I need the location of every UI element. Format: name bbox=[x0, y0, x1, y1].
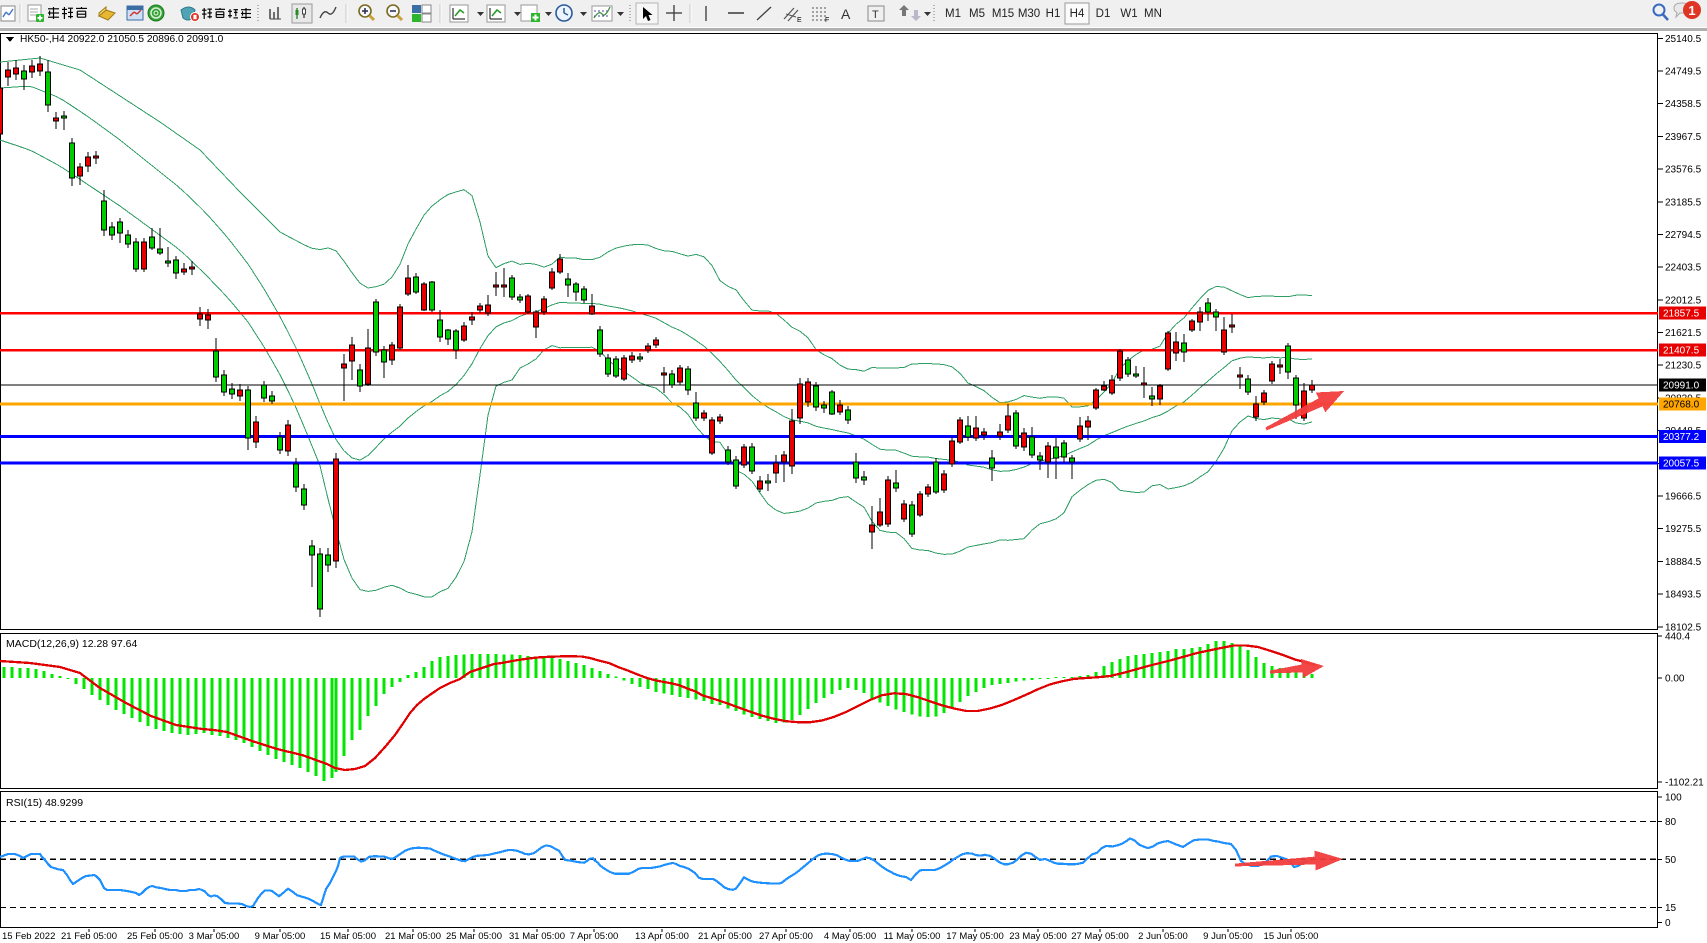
svg-text:15 Feb 2022: 15 Feb 2022 bbox=[2, 931, 55, 942]
svg-text:80: 80 bbox=[1665, 817, 1677, 828]
svg-text:3 Mar 05:00: 3 Mar 05:00 bbox=[189, 931, 240, 942]
svg-text:20768.0: 20768.0 bbox=[1663, 400, 1700, 411]
svg-text:27 May 05:00: 27 May 05:00 bbox=[1071, 931, 1129, 942]
svg-text:20991.0: 20991.0 bbox=[1663, 381, 1700, 392]
svg-text:21 Feb 05:00: 21 Feb 05:00 bbox=[61, 931, 117, 942]
svg-text:15 Mar 05:00: 15 Mar 05:00 bbox=[320, 931, 376, 942]
svg-text:24749.5: 24749.5 bbox=[1665, 66, 1702, 77]
svg-text:31 Mar 05:00: 31 Mar 05:00 bbox=[509, 931, 565, 942]
svg-text:HK50-,H4 20922.0 21050.5 2089: HK50-,H4 20922.0 21050.5 20896.0 20991.0 bbox=[20, 34, 224, 45]
svg-text:15 Jun 05:00: 15 Jun 05:00 bbox=[1264, 931, 1319, 942]
svg-text:1: 1 bbox=[1688, 3, 1695, 18]
svg-text:M5: M5 bbox=[969, 8, 985, 20]
svg-text:M30: M30 bbox=[1018, 8, 1040, 20]
svg-text:100: 100 bbox=[1665, 793, 1682, 804]
svg-text:MACD(12,26,9) 12.28 97.64: MACD(12,26,9) 12.28 97.64 bbox=[6, 638, 137, 650]
svg-text:W1: W1 bbox=[1120, 8, 1137, 20]
svg-text:18884.5: 18884.5 bbox=[1665, 557, 1702, 568]
svg-text:23576.5: 23576.5 bbox=[1665, 165, 1702, 176]
svg-text:19666.5: 19666.5 bbox=[1665, 491, 1702, 502]
svg-text:F: F bbox=[825, 17, 829, 24]
svg-text:22012.5: 22012.5 bbox=[1665, 295, 1702, 306]
svg-text:19275.5: 19275.5 bbox=[1665, 524, 1702, 535]
svg-text:25 Mar 05:00: 25 Mar 05:00 bbox=[446, 931, 502, 942]
svg-text:21407.5: 21407.5 bbox=[1663, 346, 1700, 357]
svg-text:25140.5: 25140.5 bbox=[1665, 34, 1702, 45]
svg-text:H4: H4 bbox=[1070, 8, 1085, 20]
svg-text:9 Mar 05:00: 9 Mar 05:00 bbox=[255, 931, 306, 942]
svg-text:24358.5: 24358.5 bbox=[1665, 99, 1702, 110]
svg-text:-1102.21: -1102.21 bbox=[1665, 778, 1704, 789]
svg-text:22403.5: 22403.5 bbox=[1665, 263, 1702, 274]
svg-text:23 May 05:00: 23 May 05:00 bbox=[1009, 931, 1067, 942]
svg-text:50: 50 bbox=[1665, 855, 1677, 866]
svg-text:23185.5: 23185.5 bbox=[1665, 197, 1702, 208]
svg-text:18493.5: 18493.5 bbox=[1665, 590, 1702, 601]
svg-text:21 Mar 05:00: 21 Mar 05:00 bbox=[385, 931, 441, 942]
svg-text:T: T bbox=[872, 9, 879, 21]
svg-text:MN: MN bbox=[1144, 8, 1162, 20]
svg-text:H1: H1 bbox=[1046, 8, 1061, 20]
svg-text:21230.5: 21230.5 bbox=[1665, 361, 1702, 372]
svg-text:4 May 05:00: 4 May 05:00 bbox=[824, 931, 876, 942]
svg-text:440.4: 440.4 bbox=[1665, 632, 1690, 643]
svg-text:18102.5: 18102.5 bbox=[1665, 622, 1702, 633]
svg-text:A: A bbox=[841, 6, 851, 22]
svg-text:7 Apr 05:00: 7 Apr 05:00 bbox=[570, 931, 619, 942]
svg-text:17 May 05:00: 17 May 05:00 bbox=[946, 931, 1004, 942]
svg-text:11 May 05:00: 11 May 05:00 bbox=[884, 931, 941, 942]
svg-text:21621.5: 21621.5 bbox=[1665, 328, 1702, 339]
svg-text:15: 15 bbox=[1665, 903, 1677, 914]
svg-text:9 Jun 05:00: 9 Jun 05:00 bbox=[1203, 931, 1253, 942]
svg-text:27 Apr 05:00: 27 Apr 05:00 bbox=[759, 931, 813, 942]
svg-text:M1: M1 bbox=[945, 8, 961, 20]
svg-text:22794.5: 22794.5 bbox=[1665, 230, 1702, 241]
svg-text:20057.5: 20057.5 bbox=[1663, 459, 1700, 470]
svg-text:25 Feb 05:00: 25 Feb 05:00 bbox=[127, 931, 183, 942]
svg-text:0.00: 0.00 bbox=[1665, 674, 1685, 685]
svg-text:21 Apr 05:00: 21 Apr 05:00 bbox=[698, 931, 752, 942]
svg-text:0: 0 bbox=[1665, 918, 1671, 929]
svg-text:20377.2: 20377.2 bbox=[1663, 432, 1700, 443]
svg-text:2 Jun 05:00: 2 Jun 05:00 bbox=[1138, 931, 1188, 942]
svg-text:M15: M15 bbox=[992, 8, 1014, 20]
svg-text:D1: D1 bbox=[1096, 8, 1111, 20]
svg-text:21857.5: 21857.5 bbox=[1663, 309, 1700, 320]
svg-text:RSI(15) 48.9299: RSI(15) 48.9299 bbox=[6, 797, 83, 809]
svg-text:E: E bbox=[797, 17, 802, 24]
svg-text:13 Apr 05:00: 13 Apr 05:00 bbox=[635, 931, 689, 942]
svg-text:23967.5: 23967.5 bbox=[1665, 132, 1702, 143]
